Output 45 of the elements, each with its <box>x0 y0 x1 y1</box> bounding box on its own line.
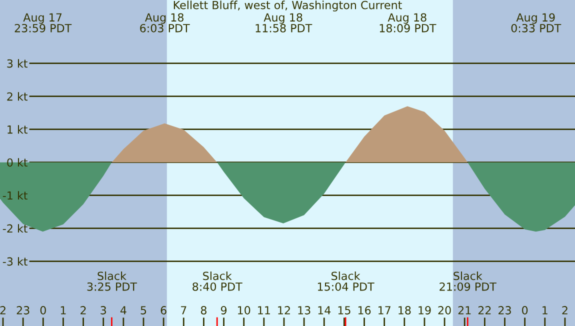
x-tick-label: 23 <box>498 306 511 314</box>
annotation: Slack 3:25 PDT <box>87 271 138 291</box>
x-tick-label: 21 <box>458 306 471 314</box>
x-tick-label: 22 <box>478 306 491 314</box>
x-tick-label: 16 <box>358 306 371 314</box>
x-tick-label: 13 <box>298 306 310 314</box>
x-tick-label: 2 <box>0 306 6 314</box>
x-tick-label: 10 <box>238 306 250 314</box>
x-tick-label: 15 <box>338 306 350 314</box>
x-tick-label: 6 <box>160 306 166 314</box>
annotation: Aug 18 18:09 PDT <box>380 13 436 32</box>
x-tick-label: 0 <box>40 306 46 314</box>
x-tick-label: 17 <box>378 306 390 314</box>
annotation: Slack 21:09 PDT <box>440 271 496 291</box>
x-tick-label: 19 <box>418 306 431 314</box>
x-tick-label: 12 <box>278 306 290 314</box>
y-tick-label: 1 kt <box>8 125 28 134</box>
y-tick-label: -2 kt <box>2 224 28 233</box>
x-tick-label: 2 <box>562 306 568 314</box>
x-tick-label: 1 <box>542 306 548 314</box>
annotation: Aug 19 0:33 PDT <box>511 13 562 32</box>
annotation: Aug 17 23:59 PDT <box>14 13 72 32</box>
x-tick-label: 5 <box>140 306 146 314</box>
x-tick-label: 20 <box>438 306 451 314</box>
annotation: Aug 18 11:58 PDT <box>256 13 312 32</box>
x-tick-label: 1 <box>60 306 66 314</box>
x-tick-label: 9 <box>220 306 227 314</box>
x-tick-label: 23 <box>16 306 30 314</box>
x-tick-label: 8 <box>200 306 206 314</box>
annotation: Slack 8:40 PDT <box>192 271 242 291</box>
chart-title: Kellett Bluff, west of, Washington Current <box>174 0 402 12</box>
y-tick-label: -3 kt <box>2 257 28 266</box>
x-tick-label: 0 <box>522 306 528 314</box>
annotation: Slack 15:04 PDT <box>318 271 374 291</box>
x-tick-label: 3 <box>100 306 106 314</box>
x-tick-label: 2 <box>80 306 86 314</box>
x-tick-label: 7 <box>181 306 186 314</box>
x-tick-label: 4 <box>120 306 126 314</box>
x-tick-label: 14 <box>318 306 331 314</box>
y-tick-label: 3 kt <box>7 59 28 68</box>
annotation: Aug 18 6:03 PDT <box>140 13 190 32</box>
x-tick-label: 18 <box>398 306 411 314</box>
y-tick-label: -1 kt <box>2 191 28 200</box>
x-tick-label: 11 <box>258 306 270 314</box>
y-tick-label: 2 kt <box>7 92 28 101</box>
